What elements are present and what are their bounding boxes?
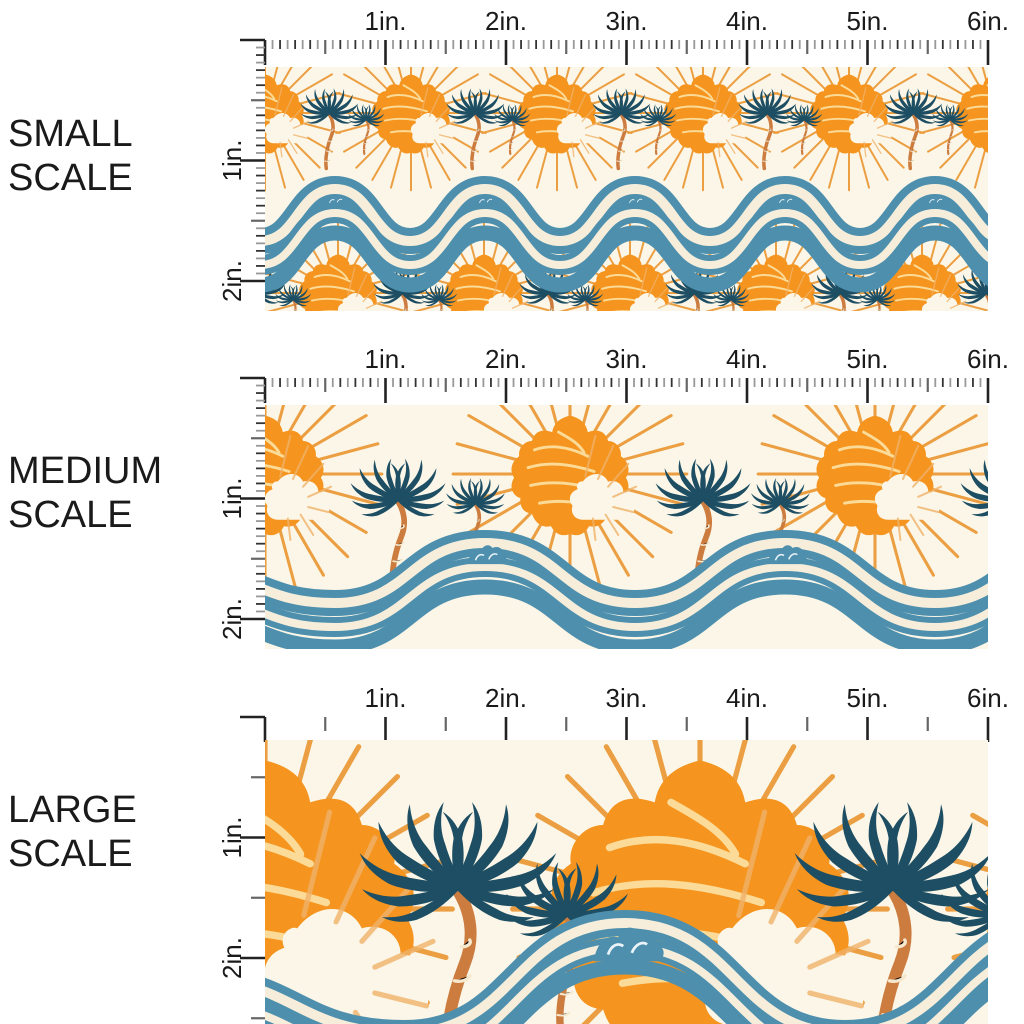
svg-text:2in.: 2in.: [217, 260, 247, 302]
svg-text:4in.: 4in.: [726, 6, 768, 36]
svg-text:1in.: 1in.: [217, 478, 247, 520]
svg-text:3in.: 3in.: [606, 6, 648, 36]
svg-text:4in.: 4in.: [726, 344, 768, 374]
svg-text:1in.: 1in.: [365, 6, 407, 36]
svg-text:2in.: 2in.: [485, 344, 527, 374]
svg-text:6in.: 6in.: [967, 683, 1009, 713]
svg-text:1in.: 1in.: [217, 140, 247, 182]
svg-text:1in.: 1in.: [365, 683, 407, 713]
svg-text:5in.: 5in.: [847, 344, 889, 374]
svg-text:2in.: 2in.: [217, 937, 247, 979]
svg-text:3in.: 3in.: [606, 683, 648, 713]
svg-text:1in.: 1in.: [365, 344, 407, 374]
svg-text:4in.: 4in.: [726, 683, 768, 713]
svg-text:5in.: 5in.: [847, 683, 889, 713]
svg-text:1in.: 1in.: [217, 817, 247, 859]
svg-text:3in.: 3in.: [606, 344, 648, 374]
svg-text:6in.: 6in.: [967, 6, 1009, 36]
svg-text:5in.: 5in.: [847, 6, 889, 36]
svg-text:2in.: 2in.: [217, 598, 247, 640]
svg-text:6in.: 6in.: [967, 344, 1009, 374]
svg-text:2in.: 2in.: [485, 6, 527, 36]
svg-text:2in.: 2in.: [485, 683, 527, 713]
